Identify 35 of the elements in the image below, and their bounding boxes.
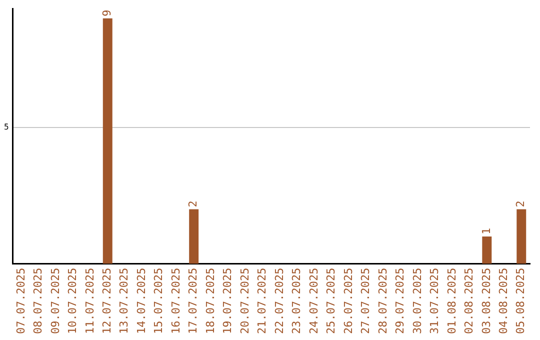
x-tick-label: 30.07.2025: [410, 268, 424, 334]
x-tick-label: 15.07.2025: [152, 268, 166, 334]
x-tick-label: 14.07.2025: [134, 268, 148, 334]
x-tick-label: 05.08.2025: [514, 268, 528, 334]
x-tick-label: 23.07.2025: [290, 268, 304, 334]
x-tick-label: 11.07.2025: [83, 268, 96, 334]
y-tick-label: 5: [4, 122, 9, 132]
x-tick-label: 13.07.2025: [118, 268, 131, 334]
x-tick-label: 29.07.2025: [394, 268, 407, 334]
x-tick-label: 28.07.2025: [376, 268, 390, 334]
x-tick-label: 25.07.2025: [324, 268, 338, 334]
x-tick-label: 01.08.2025: [445, 268, 458, 334]
x-tick-label: 24.07.2025: [307, 268, 320, 334]
x-tick-label: 20.07.2025: [238, 268, 252, 334]
x-tick-label: 12.07.2025: [100, 268, 114, 334]
x-tick-label: 17.07.2025: [186, 268, 200, 334]
data-label: 2: [186, 200, 200, 208]
x-tick-label: 21.07.2025: [256, 268, 269, 334]
x-tick-label: 03.08.2025: [480, 268, 493, 334]
x-tick-label: 18.07.2025: [204, 268, 217, 334]
data-label: 2: [514, 200, 528, 208]
x-tick-label: 26.07.2025: [342, 268, 355, 334]
data-label: 1: [480, 228, 493, 235]
x-tick-label: 07.07.2025: [14, 268, 28, 334]
x-tick-label: 16.07.2025: [169, 268, 182, 334]
x-tick-label: 19.07.2025: [221, 268, 234, 334]
x-tick-label: 31.07.2025: [428, 268, 442, 334]
x-tick-label: 02.08.2025: [462, 268, 476, 334]
x-tick-label: 10.07.2025: [66, 268, 80, 334]
x-tick-label: 22.07.2025: [272, 268, 286, 334]
x-tick-label: 27.07.2025: [359, 268, 372, 334]
x-tick-label: 08.07.2025: [32, 268, 45, 334]
x-tick-label: 09.07.2025: [48, 268, 62, 334]
x-tick-label: 04.08.2025: [497, 268, 510, 334]
data-label: 9: [100, 10, 114, 16]
